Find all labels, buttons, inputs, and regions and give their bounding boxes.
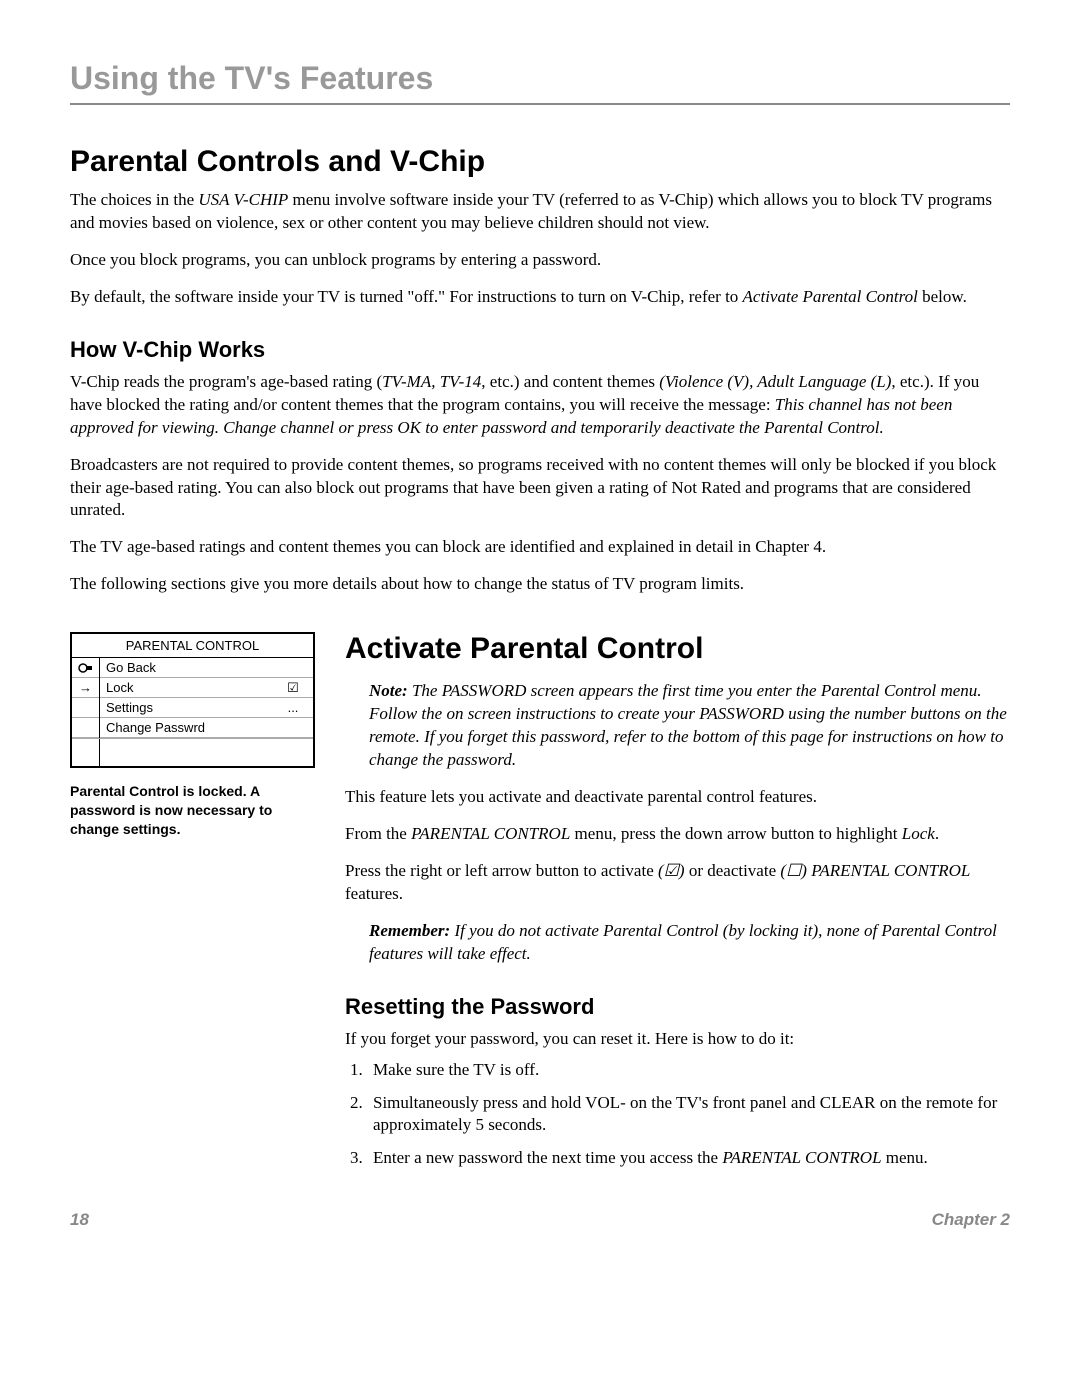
menu-value: ... bbox=[273, 700, 313, 715]
menu-row-change-password: Change Passwrd bbox=[72, 718, 313, 738]
page-number: 18 bbox=[70, 1210, 89, 1230]
menu-row-settings: Settings ... bbox=[72, 698, 313, 718]
blank-icon bbox=[72, 718, 100, 738]
text: Press the right or left arrow button to … bbox=[345, 861, 658, 880]
text: below. bbox=[918, 287, 967, 306]
intro-paragraph-3: By default, the software inside your TV … bbox=[70, 286, 1010, 309]
menu-title: PARENTAL CONTROL bbox=[72, 634, 313, 658]
remember-block: Remember: If you do not activate Parenta… bbox=[345, 920, 1010, 966]
reset-steps: Make sure the TV is off. Simultaneously … bbox=[345, 1059, 1010, 1171]
note-block: Note: The PASSWORD screen appears the fi… bbox=[345, 680, 1010, 772]
text: or deactivate bbox=[685, 861, 781, 880]
step-1: Make sure the TV is off. bbox=[367, 1059, 1010, 1082]
text: . bbox=[935, 824, 939, 843]
activate-paragraph-1: This feature lets you activate and deact… bbox=[345, 786, 1010, 809]
how-paragraph-1: V-Chip reads the program's age-based rat… bbox=[70, 371, 1010, 440]
menu-row-lock: → Lock ☑ bbox=[72, 678, 313, 698]
intro-paragraph-2: Once you block programs, you can unblock… bbox=[70, 249, 1010, 272]
section-heading: Parental Controls and V-Chip bbox=[70, 145, 1010, 179]
page-footer: 18 Chapter 2 bbox=[70, 1210, 1010, 1230]
how-vchip-heading: How V-Chip Works bbox=[70, 337, 1010, 363]
chapter-label: Chapter 2 bbox=[932, 1210, 1010, 1230]
reset-heading: Resetting the Password bbox=[345, 994, 1010, 1020]
how-paragraph-4: The following sections give you more det… bbox=[70, 573, 1010, 596]
option-name: Lock bbox=[902, 824, 935, 843]
symbol: (☐) PARENTAL CONTROL bbox=[780, 861, 970, 880]
reset-intro: If you forget your password, you can res… bbox=[345, 1028, 1010, 1051]
symbol: (☑) bbox=[658, 861, 685, 880]
text: From the bbox=[345, 824, 411, 843]
text: V-Chip reads the program's age-based rat… bbox=[70, 372, 382, 391]
remember-text: If you do not activate Parental Control … bbox=[369, 921, 997, 963]
theme-examples: (Violence (V), Adult Language (L) bbox=[659, 372, 891, 391]
menu-label: Change Passwrd bbox=[100, 720, 273, 735]
note-text: The PASSWORD screen appears the first ti… bbox=[369, 681, 1007, 769]
activate-heading: Activate Parental Control bbox=[345, 632, 1010, 666]
blank-icon bbox=[72, 698, 100, 718]
menu-name: PARENTAL CONTROL bbox=[722, 1148, 881, 1167]
text: features. bbox=[345, 884, 403, 903]
main-column: Activate Parental Control Note: The PASS… bbox=[345, 632, 1010, 1180]
sidebar-column: PARENTAL CONTROL Go Back → Lock ☑ Settin… bbox=[70, 632, 315, 839]
menu-label: Go Back bbox=[100, 660, 273, 675]
menu-caption: Parental Control is locked. A password i… bbox=[70, 782, 315, 839]
step-2: Simultaneously press and hold VOL- on th… bbox=[367, 1092, 1010, 1138]
arrow-icon: → bbox=[72, 678, 100, 698]
rating-examples: TV-MA, TV-14 bbox=[382, 372, 481, 391]
menu-row-goback: Go Back bbox=[72, 658, 313, 678]
menu-name: PARENTAL CONTROL bbox=[411, 824, 570, 843]
activate-paragraph-3: Press the right or left arrow button to … bbox=[345, 860, 1010, 906]
menu-spacer bbox=[72, 738, 313, 766]
text: Enter a new password the next time you a… bbox=[373, 1148, 722, 1167]
note-label: Note: bbox=[369, 681, 408, 700]
menu-label: Settings bbox=[100, 700, 273, 715]
intro-paragraph-1: The choices in the USA V-CHIP menu invol… bbox=[70, 189, 1010, 235]
parental-control-menu: PARENTAL CONTROL Go Back → Lock ☑ Settin… bbox=[70, 632, 315, 768]
text: menu, press the down arrow button to hig… bbox=[570, 824, 901, 843]
text: menu. bbox=[882, 1148, 928, 1167]
text: The choices in the bbox=[70, 190, 198, 209]
menu-name: USA V-CHIP bbox=[198, 190, 288, 209]
lock-icon bbox=[72, 658, 100, 678]
text: , etc.) and content themes bbox=[481, 372, 659, 391]
blank-icon bbox=[72, 739, 100, 767]
how-paragraph-2: Broadcasters are not required to provide… bbox=[70, 454, 1010, 523]
step-3: Enter a new password the next time you a… bbox=[367, 1147, 1010, 1170]
chapter-title: Using the TV's Features bbox=[70, 60, 1010, 105]
menu-value: ☑ bbox=[273, 680, 313, 696]
remember-label: Remember: bbox=[369, 921, 450, 940]
how-paragraph-3: The TV age-based ratings and content the… bbox=[70, 536, 1010, 559]
reference: Activate Parental Control bbox=[743, 287, 918, 306]
activate-paragraph-2: From the PARENTAL CONTROL menu, press th… bbox=[345, 823, 1010, 846]
menu-label: Lock bbox=[100, 680, 273, 695]
text: By default, the software inside your TV … bbox=[70, 287, 743, 306]
